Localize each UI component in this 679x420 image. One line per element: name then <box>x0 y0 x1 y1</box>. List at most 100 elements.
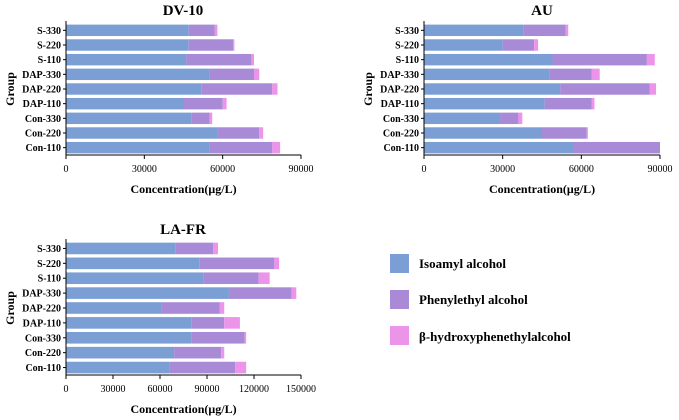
bar-isoamyl-S-330 <box>66 242 176 255</box>
bar-isoamyl-Con-330 <box>424 112 501 125</box>
bar-hydroxy-S-330 <box>213 242 218 255</box>
bar-hydroxy-Con-110 <box>272 141 281 154</box>
bar-phenylethyl-Con-220 <box>217 127 260 139</box>
x-tick-label: 60000 <box>569 164 594 175</box>
bar-phenylethyl-DAP-330 <box>228 287 292 299</box>
bar-hydroxy-Con-220 <box>259 127 264 139</box>
y-tick-label: Con-110 <box>25 143 61 154</box>
y-tick-label: S-110 <box>396 55 419 66</box>
chart-title: LA-FR <box>160 222 206 238</box>
y-tick-label: DAP-110 <box>23 99 61 110</box>
bar-hydroxy-Con-330 <box>518 112 523 125</box>
bar-hydroxy-S-220 <box>233 39 235 51</box>
y-tick-label: DAP-220 <box>380 85 419 96</box>
bar-hydroxy-S-110 <box>251 53 254 66</box>
y-tick-label: Con-330 <box>25 333 61 344</box>
bar-hydroxy-Con-110 <box>235 361 247 374</box>
bar-phenylethyl-S-330 <box>175 242 214 255</box>
legend-swatch-isoamyl <box>390 254 409 273</box>
bar-isoamyl-DAP-330 <box>66 287 229 299</box>
y-tick-label: Con-110 <box>383 143 419 154</box>
bar-hydroxy-S-220 <box>274 257 280 270</box>
bar-phenylethyl-S-330 <box>523 24 566 37</box>
y-tick-label: DAP-330 <box>22 70 61 81</box>
bar-isoamyl-S-220 <box>424 39 503 51</box>
y-tick-label: DAP-110 <box>381 99 419 110</box>
bar-phenylethyl-S-110 <box>203 272 259 285</box>
legend: Isoamyl alcohol Phenylethyl alcohol β-hy… <box>390 254 571 345</box>
bar-phenylethyl-Con-330 <box>191 331 245 344</box>
bar-hydroxy-DAP-110 <box>222 97 227 110</box>
bar-phenylethyl-Con-110 <box>209 141 273 154</box>
bar-isoamyl-DAP-220 <box>424 83 561 95</box>
bar-phenylethyl-DAP-220 <box>201 83 273 95</box>
chart-panel-2: LA-FR S-330 S-220 S-110 DAP-330 DAP-220 DAP-11… <box>3 222 316 416</box>
y-tick-label: S-220 <box>37 259 61 270</box>
legend-label-phenylethyl: Phenylethyl alcohol <box>419 292 528 307</box>
chart-panel-1: AU S-330 S-220 S-110 DAP-330 DAP-220 DAP-110 Co… <box>361 3 673 196</box>
bar-hydroxy-S-220 <box>534 39 539 51</box>
bar-hydroxy-Con-330 <box>209 112 213 125</box>
x-axis-label: Concentration(μg/L) <box>130 402 236 416</box>
y-tick-label: S-110 <box>38 55 61 66</box>
y-tick-label: S-330 <box>37 26 61 37</box>
x-tick-label: 90000 <box>195 384 220 395</box>
bar-isoamyl-Con-220 <box>66 127 218 139</box>
bar-isoamyl-DAP-220 <box>66 83 202 95</box>
x-tick-label: 30000 <box>132 164 157 175</box>
bar-phenylethyl-S-110 <box>186 53 252 66</box>
bar-phenylethyl-S-110 <box>552 53 647 66</box>
x-tick-label: 90000 <box>648 164 673 175</box>
bar-isoamyl-DAP-330 <box>66 68 210 81</box>
bar-phenylethyl-Con-330 <box>191 112 210 125</box>
x-tick-label: 30000 <box>490 164 515 175</box>
bar-isoamyl-S-220 <box>66 257 200 270</box>
bar-hydroxy-DAP-220 <box>219 302 225 314</box>
y-axis-label: Group <box>3 291 17 325</box>
legend-label-hydroxy: β-hydroxyphenethylalcohol <box>419 329 571 344</box>
y-axis-label: Group <box>3 72 17 106</box>
chart-panel-0: DV-10 S-330 S-220 S-110 DAP-330 DAP-220 DAP-11… <box>3 3 314 196</box>
y-tick-label: S-110 <box>38 274 61 285</box>
legend-swatch-phenylethyl <box>390 290 409 309</box>
bar-isoamyl-DAP-220 <box>66 302 162 314</box>
x-tick-label: 60000 <box>210 164 235 175</box>
bar-hydroxy-DAP-330 <box>591 68 600 81</box>
bar-phenylethyl-S-220 <box>502 39 535 51</box>
y-tick-label: DAP-330 <box>22 289 61 300</box>
y-tick-label: Con-330 <box>25 114 61 125</box>
y-tick-label: Con-220 <box>25 348 61 359</box>
bar-isoamyl-Con-330 <box>66 331 192 344</box>
y-tick-label: S-330 <box>37 244 61 255</box>
bar-phenylethyl-DAP-220 <box>560 83 650 95</box>
bar-isoamyl-DAP-110 <box>66 97 184 110</box>
y-tick-label: DAP-110 <box>23 318 61 329</box>
bar-isoamyl-S-330 <box>424 24 524 37</box>
bar-phenylethyl-DAP-110 <box>544 97 592 110</box>
x-tick-label: 90000 <box>289 164 314 175</box>
bar-isoamyl-Con-220 <box>424 127 542 139</box>
bar-phenylethyl-DAP-330 <box>549 68 592 81</box>
y-tick-label: DAP-220 <box>22 304 61 315</box>
bar-isoamyl-S-330 <box>66 24 189 37</box>
x-tick-label: 0 <box>64 384 69 395</box>
bar-hydroxy-S-110 <box>646 53 655 66</box>
bar-hydroxy-DAP-330 <box>254 68 260 81</box>
x-tick-label: 0 <box>64 164 69 175</box>
bar-hydroxy-Con-220 <box>221 346 225 359</box>
bar-phenylethyl-S-330 <box>188 24 215 37</box>
y-tick-label: Con-220 <box>383 129 419 140</box>
bar-isoamyl-S-110 <box>424 53 553 66</box>
bar-isoamyl-Con-220 <box>66 346 175 359</box>
x-tick-label: 0 <box>422 164 427 175</box>
bar-phenylethyl-Con-220 <box>174 346 222 359</box>
bar-hydroxy-DAP-220 <box>272 83 278 95</box>
bar-phenylethyl-DAP-220 <box>161 302 220 314</box>
y-axis-label: Group <box>361 72 375 106</box>
y-tick-label: S-330 <box>395 26 419 37</box>
y-tick-label: Con-110 <box>25 363 61 374</box>
bar-hydroxy-DAP-330 <box>291 287 297 299</box>
x-tick-label: 150000 <box>286 384 316 395</box>
y-tick-label: Con-330 <box>383 114 419 125</box>
